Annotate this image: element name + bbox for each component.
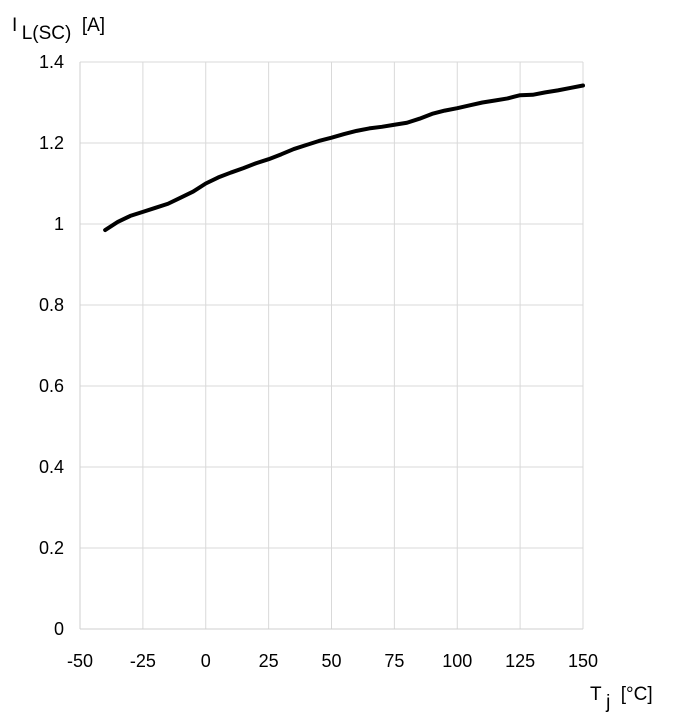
y-tick-label-0.4: 0.4 — [39, 457, 64, 477]
x-tick-label-75: 75 — [384, 651, 404, 671]
y-axis-unit: [A] — [82, 15, 105, 36]
y-tick-label-0.6: 0.6 — [39, 376, 64, 396]
x-axis-unit: [°C] — [621, 684, 653, 705]
x-tick-label-150: 150 — [568, 651, 598, 671]
series-layer — [103, 83, 585, 233]
y-axis-subscript: L(SC) — [22, 23, 72, 44]
x-axis-symbol: T — [590, 684, 602, 705]
x-tick-label-125: 125 — [505, 651, 535, 671]
y-tick-label-1.2: 1.2 — [39, 133, 64, 153]
y-tick-label-0.2: 0.2 — [39, 538, 64, 558]
y-tick-label-1: 1 — [54, 214, 64, 234]
y-tick-label-0.8: 0.8 — [39, 295, 64, 315]
x-axis-label: T j [°C] — [590, 684, 653, 713]
x-tick-label-25: 25 — [259, 651, 279, 671]
x-tick-label-50: 50 — [321, 651, 341, 671]
x-tick-label--25: -25 — [130, 651, 156, 671]
ticks-layer: -50 -25 0 25 50 75 100 125 150 0 0.2 0.4 0.6 0.8 1 1.2 1… — [39, 52, 598, 671]
y-tick-label-0: 0 — [54, 619, 64, 639]
y-tick-label-1.4: 1.4 — [39, 52, 64, 72]
y-axis-symbol: I — [12, 15, 17, 36]
x-tick-label--50: -50 — [67, 651, 93, 671]
axis-layer — [79, 62, 583, 630]
series-line-0 — [103, 83, 585, 233]
x-tick-label-0: 0 — [201, 651, 211, 671]
y-axis-label: I L(SC) [A] — [12, 15, 105, 44]
grid-layer — [79, 61, 584, 630]
x-axis-subscript: j — [605, 692, 610, 713]
x-tick-label-100: 100 — [442, 651, 472, 671]
